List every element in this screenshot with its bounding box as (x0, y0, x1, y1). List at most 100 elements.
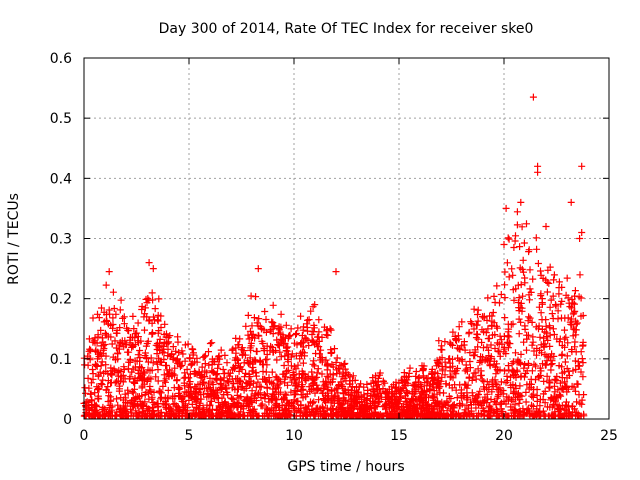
data-point (548, 403, 556, 411)
data-point (474, 412, 482, 420)
data-point (562, 398, 570, 406)
data-point (119, 412, 127, 420)
data-point (286, 374, 294, 382)
data-point (141, 349, 149, 357)
data-point (393, 405, 401, 413)
data-point (319, 404, 327, 412)
data-point (458, 318, 466, 326)
data-point (284, 412, 292, 420)
data-point (341, 386, 349, 394)
data-point (468, 410, 475, 418)
data-point (293, 341, 301, 349)
data-point (515, 294, 523, 302)
data-point (281, 352, 289, 360)
data-point (493, 385, 501, 393)
data-point (372, 378, 380, 386)
data-point (328, 378, 336, 386)
data-point (526, 285, 534, 293)
data-point (311, 389, 319, 397)
data-point (223, 412, 231, 420)
data-point (528, 412, 536, 420)
data-point (175, 412, 183, 420)
data-point (93, 339, 101, 347)
data-point (501, 367, 509, 375)
data-point (366, 400, 374, 407)
x-tick-label: 25 (600, 428, 618, 444)
data-point (286, 332, 294, 340)
data-point (551, 388, 559, 396)
data-point (280, 340, 287, 348)
data-point (183, 403, 191, 411)
data-point (89, 338, 97, 346)
data-point (522, 369, 530, 377)
data-point (534, 260, 542, 267)
data-point (503, 377, 511, 385)
data-point (537, 309, 545, 317)
data-point (564, 294, 572, 302)
data-point (133, 329, 141, 337)
data-point (446, 339, 454, 347)
data-point (515, 315, 523, 323)
data-point (192, 410, 200, 418)
data-point (120, 320, 128, 328)
data-point (544, 266, 552, 274)
data-point (474, 365, 482, 373)
data-point (304, 402, 312, 410)
data-point (277, 310, 285, 318)
data-point (247, 346, 255, 354)
data-point (190, 349, 197, 357)
data-point (309, 373, 317, 381)
data-point (303, 390, 311, 398)
y-axis-label: ROTI / TECUs (6, 193, 22, 285)
data-point (420, 362, 428, 370)
data-point (104, 370, 112, 377)
data-point (253, 348, 261, 355)
data-point (419, 366, 427, 374)
data-point (465, 328, 473, 336)
data-point (212, 371, 220, 379)
data-point (423, 405, 431, 413)
data-point (569, 325, 577, 333)
data-point (538, 316, 546, 324)
data-point (247, 393, 255, 401)
data-point (330, 397, 338, 405)
data-point (164, 339, 172, 347)
data-point (497, 378, 505, 386)
data-point (339, 365, 347, 373)
data-point (294, 397, 302, 405)
data-point (558, 363, 566, 371)
data-point (445, 381, 453, 389)
data-point (292, 331, 300, 339)
data-point (201, 360, 209, 368)
data-point (528, 392, 536, 400)
data-point (171, 364, 179, 372)
data-point (113, 395, 120, 403)
data-point (308, 328, 316, 335)
data-point (556, 391, 564, 399)
data-point (273, 356, 281, 364)
data-point (548, 360, 556, 368)
data-point (120, 313, 128, 321)
data-point (323, 386, 331, 393)
data-point (546, 303, 554, 311)
data-point (478, 376, 486, 384)
data-point (505, 235, 513, 243)
data-point (252, 357, 260, 365)
data-point (490, 292, 498, 300)
data-point (190, 370, 198, 378)
data-point (484, 294, 492, 302)
data-point (379, 403, 387, 411)
data-point (335, 412, 343, 420)
data-point (116, 306, 124, 314)
data-point (218, 383, 225, 391)
data-point (314, 365, 322, 373)
data-point (146, 386, 154, 394)
data-point (234, 356, 241, 364)
data-point (345, 371, 353, 379)
data-point (254, 389, 262, 397)
data-point (98, 358, 106, 366)
data-point (160, 331, 168, 338)
data-point (253, 319, 261, 327)
data-point (511, 401, 519, 409)
data-point (545, 353, 552, 361)
